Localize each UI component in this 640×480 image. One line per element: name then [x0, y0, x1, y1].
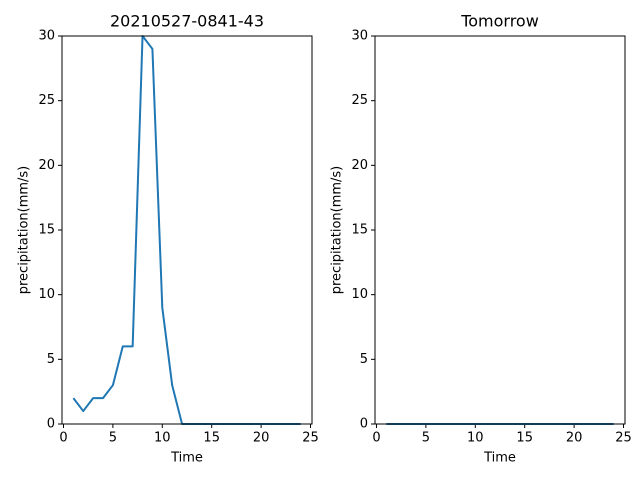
- chart-title: 20210527-0841-43: [110, 12, 264, 31]
- x-tick-label: 10: [154, 431, 171, 446]
- y-tick-label: 5: [47, 352, 55, 367]
- axes-frame: [374, 35, 626, 425]
- y-tick-label: 15: [38, 223, 55, 238]
- x-axis-label: Time: [170, 451, 203, 466]
- x-tick-label: 10: [467, 431, 484, 446]
- y-tick-label: 30: [351, 29, 368, 44]
- x-tick-label: 25: [302, 431, 319, 446]
- y-axis-label: precipitation(mm/s): [330, 166, 345, 295]
- chart-title: Tomorrow: [460, 12, 539, 31]
- x-tick-label: 5: [109, 431, 117, 446]
- x-tick-label: 20: [253, 431, 270, 446]
- x-tick-label: 15: [516, 431, 533, 446]
- x-tick-label: 20: [566, 431, 583, 446]
- data-line: [72, 35, 301, 425]
- y-tick-label: 10: [38, 287, 55, 302]
- axes-frame: [61, 35, 313, 425]
- y-tick-label: 30: [38, 29, 55, 44]
- x-tick-label: 0: [59, 431, 67, 446]
- y-tick-label: 15: [351, 223, 368, 238]
- x-tick-label: 5: [422, 431, 430, 446]
- y-tick-label: 5: [360, 352, 368, 367]
- y-tick-label: 0: [47, 417, 55, 432]
- x-tick-label: 25: [615, 431, 632, 446]
- y-tick-label: 20: [351, 158, 368, 173]
- x-tick-label: 0: [372, 431, 380, 446]
- y-tick-label: 25: [351, 93, 368, 108]
- x-tick-label: 15: [203, 431, 220, 446]
- y-tick-label: 25: [38, 93, 55, 108]
- y-tick-label: 10: [351, 287, 368, 302]
- y-tick-label: 0: [360, 417, 368, 432]
- y-tick-label: 20: [38, 158, 55, 173]
- x-axis-label: Time: [483, 451, 516, 466]
- y-axis-label: precipitation(mm/s): [17, 166, 32, 295]
